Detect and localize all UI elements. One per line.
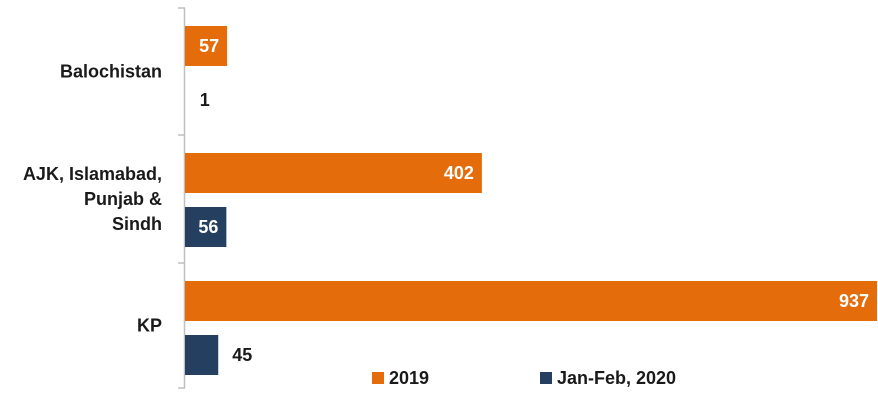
bar-2019 bbox=[185, 153, 482, 193]
legend-label: 2019 bbox=[389, 368, 429, 388]
bar-2019 bbox=[185, 281, 877, 321]
bar-jan-feb-2020 bbox=[185, 207, 227, 247]
legend-swatch bbox=[540, 372, 552, 384]
data-label: 937 bbox=[839, 291, 869, 311]
data-label: 56 bbox=[198, 217, 218, 237]
category-label: KP bbox=[137, 316, 162, 336]
legend-item-jan-feb-2020: Jan-Feb, 2020 bbox=[540, 368, 676, 388]
bar-jan-feb-2020 bbox=[185, 335, 219, 375]
category-label: AJK, Islamabad, Punjab & Sindh bbox=[23, 164, 162, 234]
data-label: 45 bbox=[232, 345, 252, 365]
legend-item-2019: 2019 bbox=[372, 368, 429, 388]
legend-label: Jan-Feb, 2020 bbox=[557, 368, 676, 388]
category-label: Balochistan bbox=[60, 62, 162, 82]
data-label: 1 bbox=[200, 90, 210, 110]
legend-swatch bbox=[372, 372, 384, 384]
data-label: 402 bbox=[444, 163, 474, 183]
bar-2019 bbox=[185, 26, 228, 66]
data-label: 57 bbox=[199, 36, 219, 56]
